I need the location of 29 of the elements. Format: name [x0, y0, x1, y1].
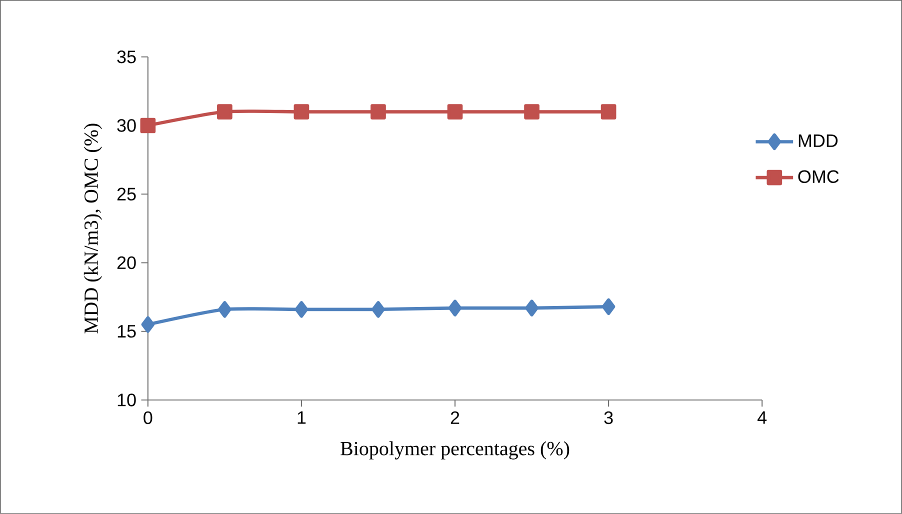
y-tick-label: 20 [117, 256, 136, 270]
point [448, 300, 462, 316]
point [218, 301, 232, 318]
point [525, 300, 538, 316]
point [370, 104, 386, 120]
point [217, 104, 232, 120]
y-tick-label: 30 [117, 119, 136, 132]
y-tick-label: 15 [118, 325, 136, 338]
point [141, 316, 155, 333]
x-tick-label: 3 [604, 411, 613, 424]
point [524, 104, 540, 120]
legend-label: OMC [798, 170, 839, 184]
x-tick-label: 1 [298, 411, 306, 424]
y-tick-label: 35 [117, 50, 136, 64]
y-axis-title: MDD (kN/m3), OMC (%) [84, 124, 102, 334]
point [294, 301, 308, 318]
point [600, 104, 616, 120]
point [447, 104, 463, 120]
point [372, 301, 385, 318]
point [602, 298, 616, 316]
x-tick-label: 4 [758, 411, 767, 424]
point [140, 118, 156, 134]
y-tick-label: 25 [117, 188, 136, 201]
y-tick-label: 10 [118, 394, 136, 406]
legend-label: MDD [798, 134, 838, 147]
x-tick-label: 0 [144, 411, 152, 424]
point [294, 104, 310, 120]
x-tick-label: 2 [450, 411, 460, 424]
x-axis-title: Biopolymer percentages (%) [340, 441, 570, 460]
